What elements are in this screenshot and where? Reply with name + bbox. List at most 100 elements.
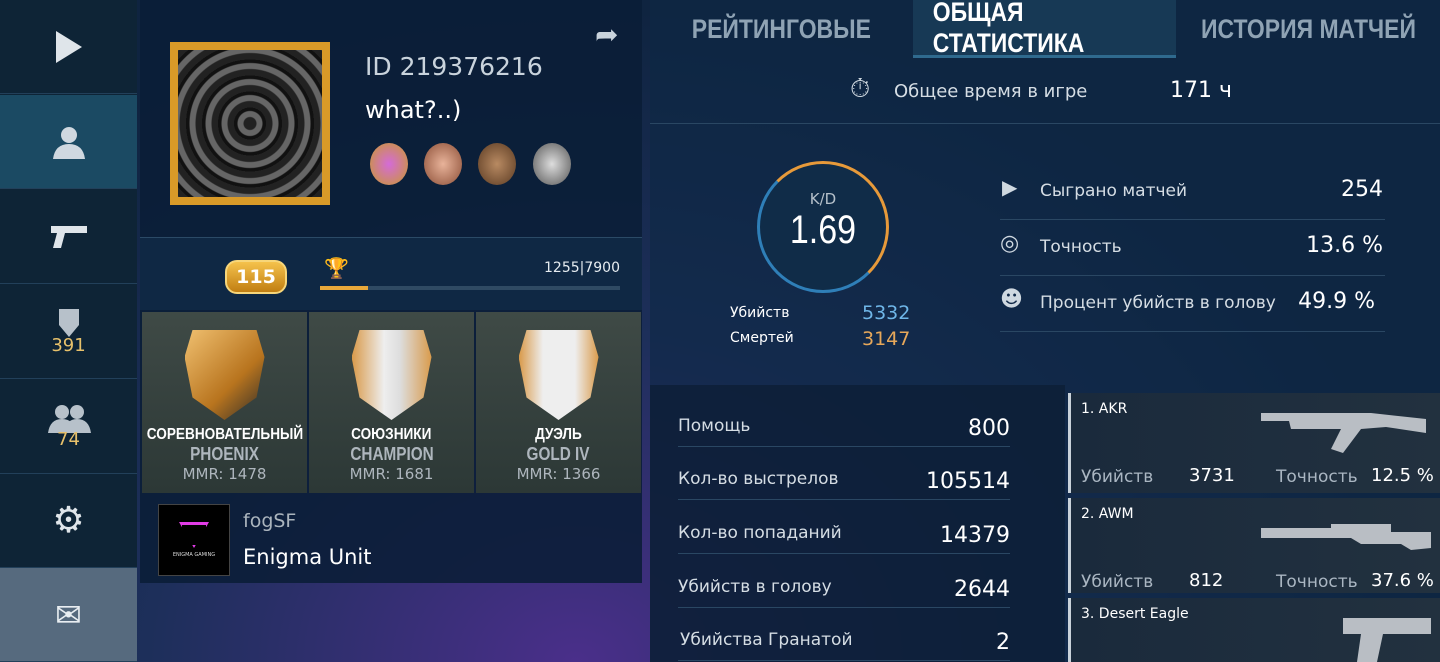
rating-count: 391: [51, 335, 86, 356]
list-label: Кол-во попаданий: [678, 523, 842, 543]
profile-icon: [52, 126, 85, 159]
rifle-icon: [1261, 413, 1426, 453]
list-label: Убийств в голову: [678, 577, 832, 597]
friends-icon: [47, 405, 91, 433]
clan-tag: fogSF: [243, 510, 297, 532]
tab-general-stats[interactable]: ОБЩАЯ СТАТИСТИКА: [913, 0, 1176, 58]
list-value: 2644: [954, 577, 1010, 602]
sidebar-friends[interactable]: 74: [0, 380, 137, 474]
kd-value: 1.69: [789, 208, 857, 252]
share-icon[interactable]: ➦: [595, 18, 619, 51]
weapon-card[interactable]: 2. AWM Убийств 812 Точность 37.6 %: [1068, 498, 1440, 593]
clan-logo[interactable]: ENIGMA GAMING: [158, 504, 230, 576]
matches-played-row: ▶ Сыграно матчей 254: [1000, 165, 1385, 220]
player-id: ID 219376216: [365, 52, 543, 81]
rank-name: PHOENIX: [190, 444, 259, 464]
rank-card-competitive[interactable]: СОРЕВНОВАТЕЛЬНЫЙ PHOENIX MMR: 1478: [142, 312, 307, 493]
list-item: Кол-во попаданий 14379: [678, 507, 1010, 554]
playtime-value: 171 ч: [1170, 78, 1232, 103]
pistol-icon: [50, 225, 87, 248]
kills-label: Убийств: [730, 305, 790, 321]
rank-name: GOLD IV: [527, 444, 590, 464]
deaths-label: Смертей: [730, 330, 794, 346]
level-row: 115 🏆 1255|7900: [140, 237, 642, 310]
tab-ranked[interactable]: РЕЙТИНГОВЫЕ: [650, 0, 912, 58]
gear-icon: ⚙: [52, 500, 85, 541]
rank-mode: СОРЕВНОВАТЕЛЬНЫЙ: [146, 426, 303, 443]
rank-name: CHAMPION: [349, 444, 434, 464]
list-value: 800: [968, 416, 1010, 441]
tab-label: ИСТОРИЯ МАТЧЕЙ: [1201, 13, 1416, 44]
progress-bar: [320, 286, 620, 290]
rating-shield-icon: [58, 309, 79, 337]
list-label: Кол-во выстрелов: [678, 469, 839, 489]
mail-icon: ✉: [55, 595, 82, 634]
tab-label: ОБЩАЯ СТАТИСТИКА: [932, 0, 1085, 58]
rank-mode: ДУЭЛЬ: [535, 426, 582, 443]
weapon-name: 3. Desert Eagle: [1081, 606, 1189, 622]
weapon-card[interactable]: 3. Desert Eagle: [1068, 598, 1440, 662]
kd-label: K/D: [809, 190, 837, 208]
kills-label: Убийств: [1081, 572, 1154, 592]
stat-label: Процент убийств в голову: [1040, 293, 1276, 313]
phoenix-emblem-icon: [184, 330, 265, 420]
list-item: Убийств в голову 2644: [678, 561, 1010, 608]
badge-icon[interactable]: [478, 143, 516, 185]
playtime-label: Общее время в игре: [894, 81, 1088, 102]
champion-emblem-icon: [351, 330, 432, 420]
accuracy-value: 12.5 %: [1371, 465, 1434, 486]
weapon-card[interactable]: 1. AKR Убийств 3731 Точность 12.5 %: [1068, 393, 1440, 493]
avatar[interactable]: [170, 42, 330, 205]
list-label: Помощь: [678, 416, 751, 436]
rank-mmr: MMR: 1681: [349, 465, 434, 483]
tab-label: РЕЙТИНГОВЫЕ: [691, 13, 871, 44]
sidebar-play[interactable]: [0, 0, 137, 94]
play-icon: [55, 30, 82, 63]
playtime-row: ⏱ Общее время в игре 171 ч: [650, 60, 1440, 124]
list-item: Кол-во выстрелов 105514: [678, 453, 1010, 500]
rank-mode: СОЮЗНИКИ: [351, 426, 432, 443]
rank-card-duel[interactable]: ДУЭЛЬ GOLD IV MMR: 1366: [476, 312, 641, 493]
stat-value: 254: [1341, 177, 1383, 202]
friends-count: 74: [57, 429, 80, 450]
enigma-logo-icon: [179, 522, 209, 548]
list-value: 105514: [926, 469, 1010, 494]
kills-label: Убийств: [1081, 467, 1154, 487]
list-value: 2: [996, 630, 1010, 655]
rank-mmr: MMR: 1366: [516, 465, 601, 483]
tab-match-history[interactable]: ИСТОРИЯ МАТЧЕЙ: [1177, 0, 1440, 58]
stats-panel: РЕЙТИНГОВЫЕ ОБЩАЯ СТАТИСТИКА ИСТОРИЯ МАТ…: [650, 0, 1440, 662]
progress-fill: [320, 286, 368, 290]
weapon-name: 2. AWM: [1081, 506, 1134, 522]
play-icon: ▶: [1002, 175, 1018, 199]
sidebar-weapons[interactable]: [0, 190, 137, 284]
clan-logo-text: ENIGMA GAMING: [172, 552, 216, 558]
kills-value: 812: [1189, 570, 1224, 591]
accuracy-value: 37.6 %: [1371, 570, 1434, 591]
list-label: Убийства Гранатой: [680, 630, 853, 650]
player-status: what?..): [365, 96, 462, 124]
target-icon: ◎: [1000, 231, 1020, 256]
badge-icon[interactable]: [424, 143, 462, 185]
accuracy-label: Точность: [1276, 467, 1358, 487]
badge-icon[interactable]: [370, 143, 408, 185]
sidebar-mail[interactable]: ✉: [0, 568, 137, 662]
pistol-icon: [1343, 618, 1431, 662]
stopwatch-icon: ⏱: [850, 74, 871, 104]
badge-icon[interactable]: [533, 143, 571, 185]
stats-list: [650, 385, 1065, 662]
accuracy-label: Точность: [1276, 572, 1358, 592]
stat-value: 49.9 %: [1298, 289, 1375, 314]
sidebar-profile[interactable]: [0, 95, 137, 189]
headshot-icon: ☻: [1000, 287, 1023, 312]
rank-card-allies[interactable]: СОЮЗНИКИ CHAMPION MMR: 1681: [309, 312, 474, 493]
sniper-icon: [1261, 524, 1431, 550]
sidebar-settings[interactable]: ⚙: [0, 474, 137, 568]
sidebar-rating[interactable]: 391: [0, 285, 137, 379]
accuracy-row: ◎ Точность 13.6 %: [1000, 221, 1385, 276]
level-badge: 115: [225, 260, 287, 294]
profile-panel: ID 219376216 what?..) ➦ 115 🏆 1255|7900 …: [140, 0, 642, 583]
weapon-name: 1. AKR: [1081, 401, 1128, 417]
trophy-icon: 🏆: [324, 256, 349, 280]
clan-name[interactable]: Enigma Unit: [243, 545, 372, 569]
